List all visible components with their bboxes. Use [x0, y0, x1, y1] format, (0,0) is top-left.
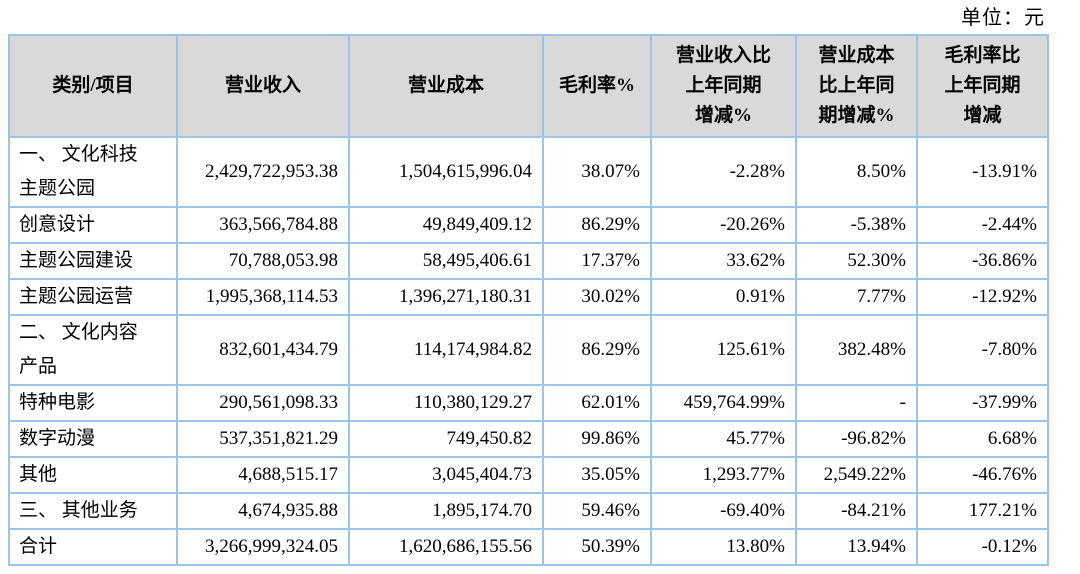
table-row: 数字动漫 537,351,821.29 749,450.82 99.86% 45…: [8, 420, 1049, 458]
segment-revenue-table: 类别/项目 营业收入 营业成本 毛利率% 营业收入比 上年同期 增减% 营业成本…: [8, 34, 1049, 566]
table-row: 合计 3,266,999,324.05 1,620,686,155.56 50.…: [8, 528, 1049, 566]
cell-margin: 86.29%: [542, 206, 652, 244]
cell-margin-yoy: 6.68%: [916, 420, 1049, 458]
cell-revenue: 832,601,434.79: [176, 314, 350, 386]
cell-revenue-yoy: 125.61%: [650, 314, 797, 386]
cell-margin: 30.02%: [542, 278, 652, 316]
cell-margin: 62.01%: [542, 384, 652, 422]
cell-margin-yoy: -36.86%: [916, 242, 1049, 280]
table-row: 三、 其他业务 4,674,935.88 1,895,174.70 59.46%…: [8, 492, 1049, 530]
cell-margin: 50.39%: [542, 528, 652, 566]
table-body: 一、 文化科技 主题公园 2,429,722,953.38 1,504,615,…: [8, 136, 1049, 566]
cell-cost-yoy: -5.38%: [795, 206, 918, 244]
column-header-revenue-yoy: 营业收入比 上年同期 增减%: [650, 34, 797, 138]
cell-category: 三、 其他业务: [8, 492, 178, 530]
column-header-revenue: 营业收入: [176, 34, 350, 138]
cell-category: 合计: [8, 528, 178, 566]
cell-revenue: 3,266,999,324.05: [176, 528, 350, 566]
cell-cost: 1,396,271,180.31: [348, 278, 544, 316]
cell-cost: 749,450.82: [348, 420, 544, 458]
table-row: 创意设计 363,566,784.88 49,849,409.12 86.29%…: [8, 206, 1049, 244]
cell-revenue-yoy: 0.91%: [650, 278, 797, 316]
cell-cost-yoy: 382.48%: [795, 314, 918, 386]
cell-cost: 49,849,409.12: [348, 206, 544, 244]
cell-cost: 3,045,404.73: [348, 456, 544, 494]
cell-revenue: 2,429,722,953.38: [176, 136, 350, 208]
unit-label: 单位：元: [961, 7, 1045, 29]
cell-revenue: 70,788,053.98: [176, 242, 350, 280]
cell-margin: 38.07%: [542, 136, 652, 208]
cell-category: 二、 文化内容 产品: [8, 314, 178, 386]
cell-revenue: 290,561,098.33: [176, 384, 350, 422]
cell-category: 其他: [8, 456, 178, 494]
cell-margin: 86.29%: [542, 314, 652, 386]
cell-revenue-yoy: 33.62%: [650, 242, 797, 280]
cell-cost-yoy: -96.82%: [795, 420, 918, 458]
column-header-cost: 营业成本: [348, 34, 544, 138]
cell-cost-yoy: 8.50%: [795, 136, 918, 208]
cell-cost-yoy: 52.30%: [795, 242, 918, 280]
cell-revenue: 363,566,784.88: [176, 206, 350, 244]
cell-revenue-yoy: 459,764.99%: [650, 384, 797, 422]
cell-margin: 17.37%: [542, 242, 652, 280]
cell-margin-yoy: -2.44%: [916, 206, 1049, 244]
column-header-cost-yoy: 营业成本 比上年同 期增减%: [795, 34, 918, 138]
table-row: 特种电影 290,561,098.33 110,380,129.27 62.01…: [8, 384, 1049, 422]
cell-category: 特种电影: [8, 384, 178, 422]
cell-revenue-yoy: -2.28%: [650, 136, 797, 208]
cell-margin-yoy: 177.21%: [916, 492, 1049, 530]
cell-category: 主题公园建设: [8, 242, 178, 280]
table-row: 其他 4,688,515.17 3,045,404.73 35.05% 1,29…: [8, 456, 1049, 494]
cell-category: 主题公园运营: [8, 278, 178, 316]
cell-cost: 110,380,129.27: [348, 384, 544, 422]
header-row: 类别/项目 营业收入 营业成本 毛利率% 营业收入比 上年同期 增减% 营业成本…: [8, 34, 1049, 138]
cell-cost-yoy: 2,549.22%: [795, 456, 918, 494]
cell-margin-yoy: -46.76%: [916, 456, 1049, 494]
cell-revenue-yoy: 45.77%: [650, 420, 797, 458]
column-header-category: 类别/项目: [8, 34, 178, 138]
cell-margin: 99.86%: [542, 420, 652, 458]
cell-cost: 114,174,984.82: [348, 314, 544, 386]
cell-margin: 59.46%: [542, 492, 652, 530]
cell-cost-yoy: 13.94%: [795, 528, 918, 566]
cell-cost-yoy: -84.21%: [795, 492, 918, 530]
cell-margin: 35.05%: [542, 456, 652, 494]
column-header-margin-yoy: 毛利率比 上年同期 增减: [916, 34, 1049, 138]
cell-category: 数字动漫: [8, 420, 178, 458]
cell-revenue: 537,351,821.29: [176, 420, 350, 458]
table-row: 一、 文化科技 主题公园 2,429,722,953.38 1,504,615,…: [8, 136, 1049, 208]
cell-cost: 1,504,615,996.04: [348, 136, 544, 208]
cell-margin-yoy: -7.80%: [916, 314, 1049, 386]
table-row: 主题公园运营 1,995,368,114.53 1,396,271,180.31…: [8, 278, 1049, 316]
cell-revenue: 1,995,368,114.53: [176, 278, 350, 316]
cell-margin-yoy: -12.92%: [916, 278, 1049, 316]
cell-revenue-yoy: 1,293.77%: [650, 456, 797, 494]
cell-revenue: 4,688,515.17: [176, 456, 350, 494]
cell-cost-yoy: 7.77%: [795, 278, 918, 316]
table-header: 类别/项目 营业收入 营业成本 毛利率% 营业收入比 上年同期 增减% 营业成本…: [8, 34, 1049, 138]
cell-revenue-yoy: -69.40%: [650, 492, 797, 530]
table-row: 主题公园建设 70,788,053.98 58,495,406.61 17.37…: [8, 242, 1049, 280]
cell-revenue: 4,674,935.88: [176, 492, 350, 530]
cell-margin-yoy: -0.12%: [916, 528, 1049, 566]
cell-margin-yoy: -13.91%: [916, 136, 1049, 208]
cell-cost: 1,620,686,155.56: [348, 528, 544, 566]
cell-margin-yoy: -37.99%: [916, 384, 1049, 422]
table-row: 二、 文化内容 产品 832,601,434.79 114,174,984.82…: [8, 314, 1049, 386]
cell-revenue-yoy: -20.26%: [650, 206, 797, 244]
cell-category: 一、 文化科技 主题公园: [8, 136, 178, 208]
cell-cost: 58,495,406.61: [348, 242, 544, 280]
cell-cost: 1,895,174.70: [348, 492, 544, 530]
cell-revenue-yoy: 13.80%: [650, 528, 797, 566]
column-header-margin: 毛利率%: [542, 34, 652, 138]
cell-category: 创意设计: [8, 206, 178, 244]
cell-cost-yoy: -: [795, 384, 918, 422]
